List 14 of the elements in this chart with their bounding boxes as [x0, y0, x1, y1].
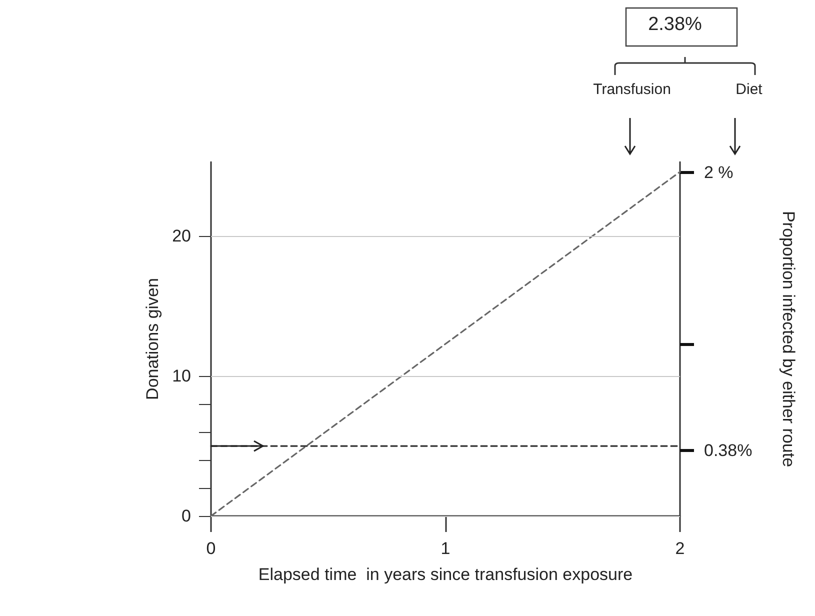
x-axis-title: Elapsed time in years since transfusion exposure: [258, 565, 633, 584]
x-tick-label: 1: [440, 539, 450, 558]
x-tick-label: 0: [206, 539, 216, 558]
y-axis-title: Donations given: [143, 278, 162, 400]
y2-tick-label: 0.38%: [704, 441, 752, 460]
text: Transfusion: [593, 81, 671, 98]
text: Diet: [736, 81, 762, 98]
y-tick-label: 10: [172, 366, 191, 386]
y-tick-label: 0: [182, 506, 191, 526]
y2-axis-title: Proportion infected by either route: [779, 210, 798, 468]
y-tick-label: 20: [172, 226, 191, 246]
y2-tick-label: 2 %: [704, 162, 734, 182]
text: 2.38%: [648, 14, 702, 36]
x-tick-label: 2: [675, 539, 685, 558]
